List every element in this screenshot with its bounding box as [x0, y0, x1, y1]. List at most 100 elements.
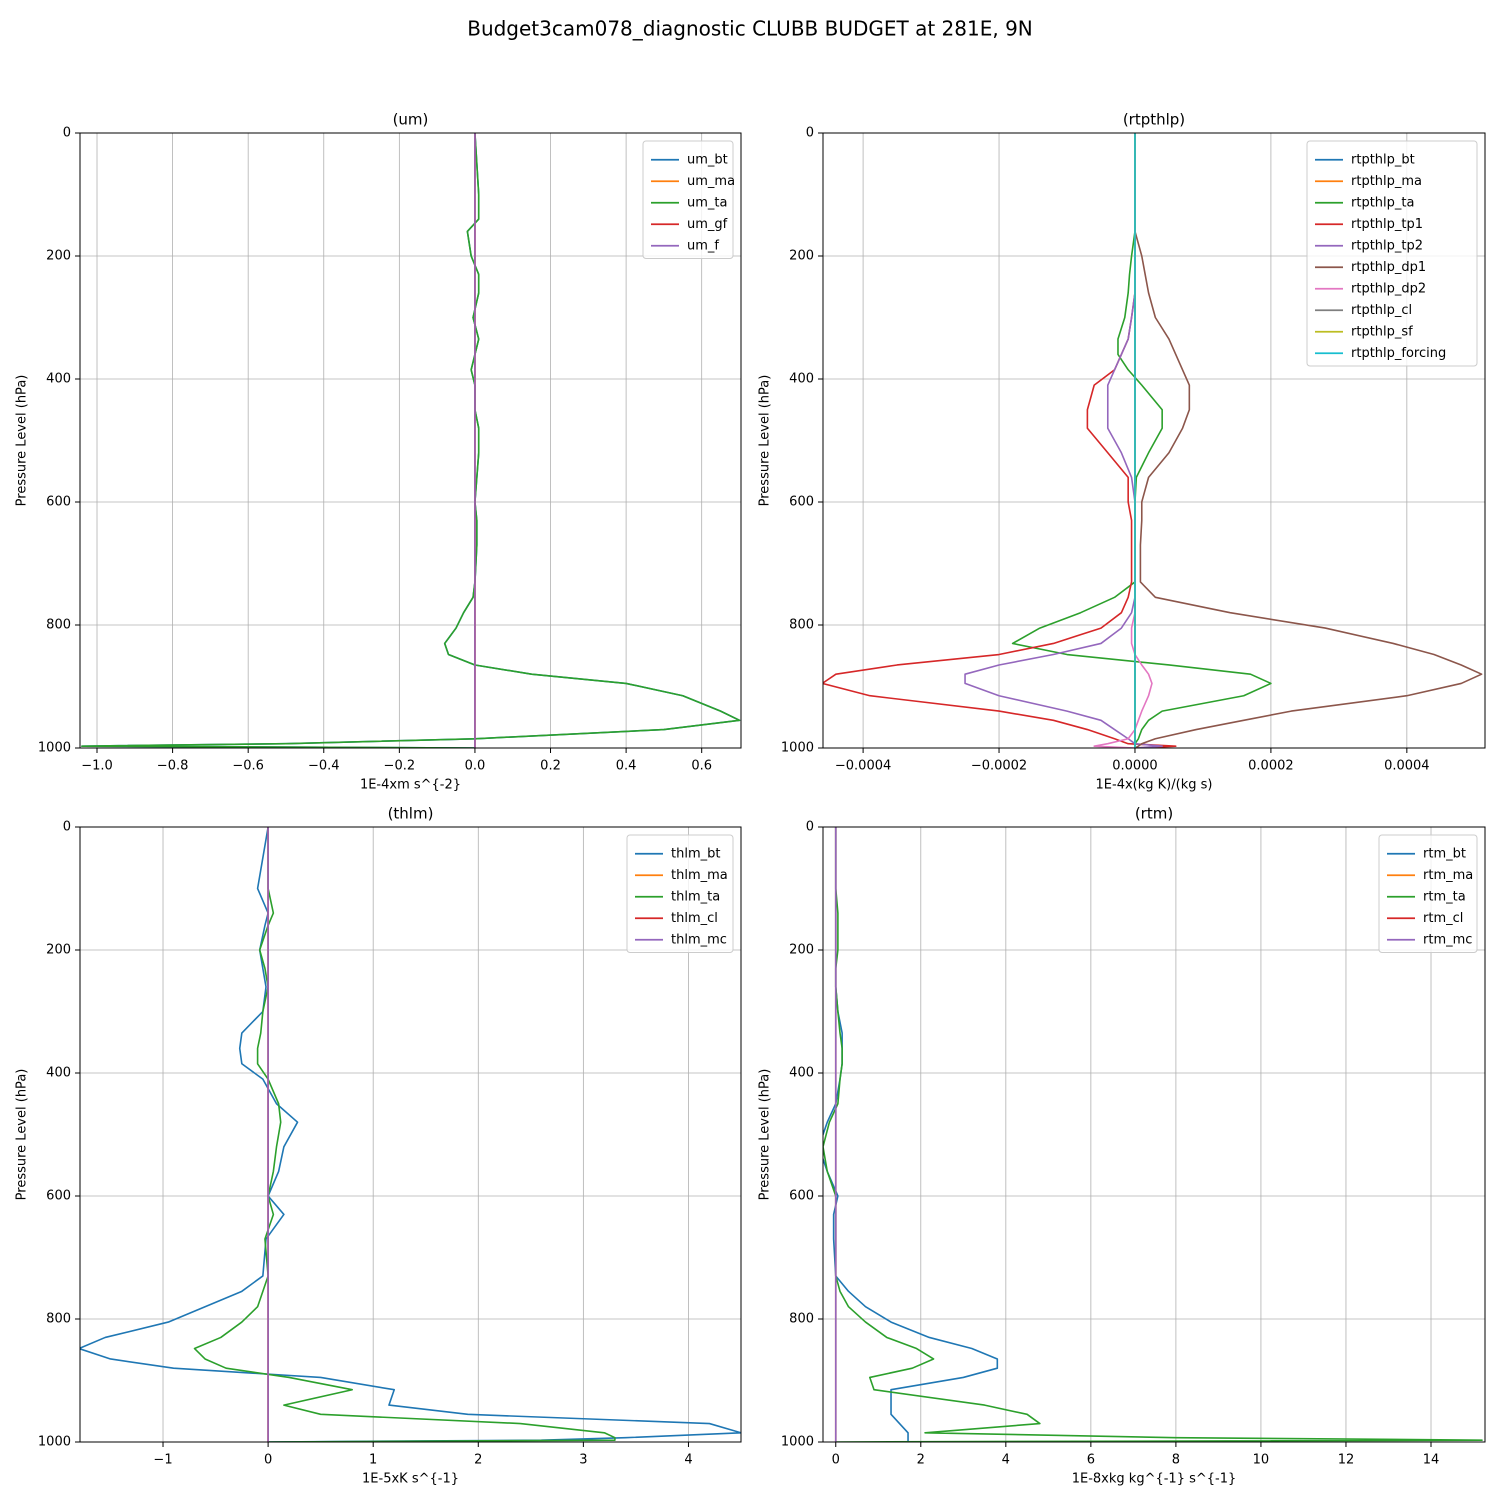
legend-label: um_gf	[687, 217, 728, 232]
x-tick-label: 4	[1002, 1453, 1010, 1468]
subplot: −0.0004 −0.0002 0.0000 0.0002 0.0004 0 200 400 6…	[758, 111, 1486, 793]
subplot-title: (um)	[393, 111, 429, 129]
x-tick-label: 12	[1338, 1453, 1355, 1468]
y-tick-label: 200	[789, 943, 814, 958]
legend-label: um_bt	[687, 152, 728, 167]
plot-frame	[79, 132, 742, 749]
series-line	[1134, 133, 1483, 748]
y-tick-label: 1000	[781, 741, 814, 756]
legend-label: thlm_bt	[671, 846, 720, 861]
legend-label: rtm_cl	[1423, 911, 1463, 926]
y-tick-label: 800	[789, 1312, 814, 1327]
subplot: 0 2 4 6 8 10 12 14 0 200 400 600 800 1000 (rtm) 1E-8xkg…	[758, 805, 1486, 1487]
legend-label: thlm_ta	[671, 889, 720, 904]
x-tick-label: 1	[369, 1453, 377, 1468]
legend-box	[1306, 140, 1478, 367]
x-tick-label: 0.6	[691, 759, 712, 774]
legend-label: thlm_ma	[671, 868, 728, 883]
y-tick-label: 400	[789, 1066, 814, 1081]
legend-label: rtm_ma	[1423, 868, 1473, 883]
y-tick-label: 1000	[38, 741, 71, 756]
y-axis-label: Pressure Level (hPa)	[758, 375, 773, 507]
x-tick-label: −1	[153, 1453, 172, 1468]
y-tick-label: 200	[46, 943, 71, 958]
legend: rtm_bt rtm_ma rtm_ta rtm_cl rtm_mc	[1378, 834, 1478, 953]
legend-label: rtm_bt	[1423, 846, 1466, 861]
legend-label: rtpthlp_dp1	[1351, 260, 1426, 275]
y-tick-label: 1000	[38, 1435, 71, 1450]
x-tick-label: 10	[1253, 1453, 1270, 1468]
x-tick-label: −0.0002	[971, 759, 1027, 774]
x-tick-label: 0.2	[540, 759, 561, 774]
series-line	[80, 827, 741, 1442]
legend-label: rtpthlp_sf	[1351, 324, 1413, 339]
y-tick-label: 0	[806, 126, 814, 141]
x-tick-label: 0.0002	[1248, 759, 1294, 774]
x-tick-label: −0.6	[232, 759, 264, 774]
legend-label: rtpthlp_dp2	[1351, 281, 1426, 296]
x-tick-label: −1.0	[81, 759, 113, 774]
legend-box	[642, 140, 734, 259]
y-tick-label: 0	[63, 126, 71, 141]
legend-label: rtpthlp_ta	[1351, 195, 1414, 210]
subplot-title: (thlm)	[388, 805, 434, 823]
y-tick-label: 200	[46, 249, 71, 264]
legend-label: rtpthlp_ma	[1351, 174, 1422, 189]
y-tick-label: 600	[46, 1189, 71, 1204]
x-tick-label: 4	[684, 1453, 692, 1468]
x-tick-label: 0.0004	[1384, 759, 1430, 774]
x-tick-label: 3	[579, 1453, 587, 1468]
y-tick-label: 800	[789, 618, 814, 633]
y-tick-label: 0	[63, 820, 71, 835]
y-tick-label: 800	[46, 618, 71, 633]
legend-label: thlm_mc	[671, 932, 727, 947]
legend: um_bt um_ma um_ta um_gf um_f	[642, 140, 735, 259]
x-tick-label: 14	[1423, 1453, 1440, 1468]
y-tick-label: 600	[789, 495, 814, 510]
y-tick-label: 0	[806, 820, 814, 835]
legend-label: thlm_cl	[671, 911, 718, 926]
x-tick-label: −0.0004	[835, 759, 891, 774]
y-tick-label: 400	[46, 372, 71, 387]
x-tick-label: 6	[1087, 1453, 1095, 1468]
series-line	[81, 133, 741, 748]
series-lines	[823, 133, 1483, 748]
x-tick-label: 2	[474, 1453, 482, 1468]
legend: thlm_bt thlm_ma thlm_ta thlm_cl thlm_mc	[626, 834, 734, 953]
legend-label: rtpthlp_tp2	[1351, 238, 1423, 253]
plot-frame	[822, 132, 1486, 749]
legend: rtpthlp_bt rtpthlp_ma rtpthlp_ta rtpthlp_tp…	[1306, 140, 1478, 367]
y-axis-label: Pressure Level (hPa)	[15, 1069, 30, 1201]
subplot: −1 0 1 2 3 4 0 200 400 600 800 1000 (thlm) 1E-5xK s^{…	[15, 805, 742, 1487]
x-tick-label: 0	[832, 1453, 840, 1468]
x-tick-label: 0.0	[465, 759, 486, 774]
legend-box	[1378, 834, 1478, 953]
x-tick-label: 0	[264, 1453, 272, 1468]
plot-frame	[79, 826, 742, 1443]
legend-label: rtpthlp_cl	[1351, 303, 1412, 318]
x-tick-label: 0.0000	[1112, 759, 1158, 774]
legend-label: um_f	[687, 238, 719, 253]
y-tick-label: 1000	[781, 1435, 814, 1450]
legend-label: rtm_ta	[1423, 889, 1466, 904]
figure-title: Budget3cam078_diagnostic CLUBB BUDGET at…	[467, 17, 1033, 41]
subplot: −1.0 −0.8 −0.6 −0.4 −0.2 0.0 0.2 0.4 0.6 0 200 400 6…	[15, 111, 742, 793]
x-axis-label: 1E-5xK s^{-1}	[362, 1472, 459, 1487]
x-tick-label: −0.4	[308, 759, 340, 774]
legend-label: rtpthlp_tp1	[1351, 217, 1423, 232]
y-axis-label: Pressure Level (hPa)	[15, 375, 30, 507]
legend-label: rtm_mc	[1423, 932, 1472, 947]
y-axis-label: Pressure Level (hPa)	[758, 1069, 773, 1201]
x-axis-label: 1E-4xm s^{-2}	[360, 778, 461, 793]
subplot-title: (rtpthlp)	[1123, 111, 1185, 129]
plot-frame	[822, 826, 1486, 1443]
y-tick-label: 400	[789, 372, 814, 387]
x-tick-label: 8	[1172, 1453, 1180, 1468]
legend-label: um_ma	[687, 174, 735, 189]
y-tick-label: 600	[789, 1189, 814, 1204]
x-tick-label: −0.8	[157, 759, 189, 774]
x-tick-label: 2	[917, 1453, 925, 1468]
legend-label: rtpthlp_forcing	[1351, 346, 1446, 361]
legend-label: um_ta	[687, 195, 727, 210]
